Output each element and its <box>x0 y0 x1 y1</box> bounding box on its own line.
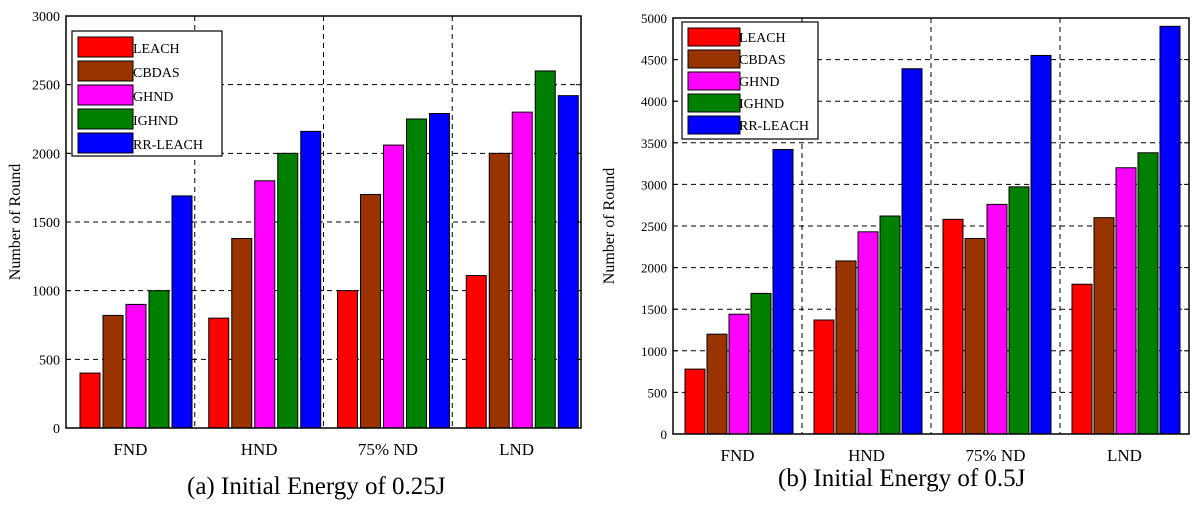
bar-leach <box>942 218 964 435</box>
bar-ighnd <box>406 118 427 429</box>
legend-swatch-leach <box>687 27 741 47</box>
legend-swatch-ighnd <box>687 93 741 113</box>
y-tick-label: 3000 <box>32 10 60 25</box>
x-tick-label: 75% ND <box>966 446 1026 465</box>
bar-ighnd <box>148 290 170 429</box>
caption-a: (a) Initial Energy of 0.25J <box>187 473 446 500</box>
x-tick-label: FND <box>720 446 754 465</box>
bar-leach <box>465 275 487 429</box>
legend-label-leach: LEACH <box>739 31 786 46</box>
legend-swatch-ighnd <box>77 108 134 130</box>
legend-swatch-rr-leach <box>687 115 741 135</box>
y-tick-label: 5000 <box>641 11 667 26</box>
x-tick-label: LND <box>499 440 534 459</box>
bar-ighnd <box>750 292 772 435</box>
bar-cbdas <box>231 237 253 429</box>
bar-ghnd <box>857 231 879 435</box>
legend-swatch-cbdas <box>77 60 134 82</box>
y-tick-label: 500 <box>39 353 60 368</box>
legend-label-leach: LEACH <box>133 42 180 57</box>
legend-label-rr-leach: RR-LEACH <box>739 119 809 134</box>
bar-cbdas <box>835 260 857 435</box>
bar-cbdas <box>102 314 124 429</box>
bar-ighnd <box>1008 186 1030 435</box>
y-tick-label: 4500 <box>641 53 667 68</box>
y-tick-label: 500 <box>648 385 668 400</box>
bar-rr-leach <box>171 195 193 429</box>
x-tick-label: FND <box>113 440 147 459</box>
legend-label-ghnd: GHND <box>739 75 779 90</box>
bar-ghnd <box>1115 167 1137 435</box>
bar-rr-leach <box>901 68 923 435</box>
legend-swatch-rr-leach <box>77 132 134 154</box>
y-tick-label: 1000 <box>641 344 667 359</box>
y-tick-label: 3000 <box>641 177 667 192</box>
y-tick-label: 1500 <box>32 216 60 231</box>
y-tick-label: 2000 <box>32 147 60 162</box>
x-tick-label: LND <box>1107 446 1142 465</box>
y-axis-label: Number of Round <box>7 164 24 280</box>
legend-swatch-leach <box>77 36 134 58</box>
bar-rr-leach <box>772 148 794 435</box>
x-tick-label: 75% ND <box>358 440 418 459</box>
legend-label-cbdas: CBDAS <box>739 53 786 68</box>
y-tick-label: 1500 <box>641 302 667 317</box>
legend-swatch-cbdas <box>687 49 741 69</box>
x-tick-label: HND <box>848 446 885 465</box>
y-tick-label: 2500 <box>641 219 667 234</box>
legend-swatch-ghnd <box>77 84 134 106</box>
bar-rr-leach <box>1030 54 1052 435</box>
bar-leach <box>1071 283 1093 435</box>
bar-rr-leach <box>300 130 322 429</box>
legend-label-rr-leach: RR-LEACH <box>133 138 203 153</box>
bar-rr-leach <box>1159 25 1181 435</box>
legend-label-ghnd: GHND <box>133 90 173 105</box>
bar-cbdas <box>488 152 510 429</box>
bar-ighnd <box>879 215 901 435</box>
chart-b: 0 500 1000 1500 2000 2500 3000 3500 4000 4500 5000… <box>601 11 1190 465</box>
bar-ighnd <box>1137 152 1159 435</box>
legend-label-ighnd: IGHND <box>133 114 178 129</box>
bar-leach <box>684 368 706 435</box>
x-tick-label: HND <box>241 440 278 459</box>
legend-label-ighnd: IGHND <box>739 97 784 112</box>
bar-leach <box>208 317 230 429</box>
bar-leach <box>79 372 101 429</box>
bar-leach <box>813 319 835 435</box>
bar-cbdas <box>1093 217 1115 435</box>
bar-ghnd <box>254 180 276 429</box>
legend: LEACH CBDAS GHND IGHND RR-LEACH <box>71 30 223 157</box>
y-tick-label: 2500 <box>32 79 60 94</box>
bar-ighnd <box>277 152 299 429</box>
legend-swatch-ghnd <box>687 71 741 91</box>
bar-leach <box>337 290 358 429</box>
y-axis-label: Number of Round <box>601 168 618 284</box>
legend-label-cbdas: CBDAS <box>133 66 180 81</box>
bar-cbdas <box>964 237 986 435</box>
bar-ighnd <box>534 70 556 429</box>
y-tick-label: 3500 <box>641 136 667 151</box>
chart-a: 0 500 1000 1500 2000 2500 3000 FND HND 75% ND LND N… <box>7 10 582 459</box>
y-tick-label: 0 <box>661 427 668 442</box>
bar-rr-leach <box>429 113 450 429</box>
y-tick-label: 4000 <box>641 94 667 109</box>
bar-cbdas <box>360 194 381 429</box>
bar-ghnd <box>511 111 533 429</box>
bar-cbdas <box>706 333 728 435</box>
bar-ghnd <box>728 313 750 435</box>
bar-ghnd <box>383 144 404 429</box>
y-tick-label: 0 <box>53 422 60 437</box>
y-tick-label: 2000 <box>641 261 667 276</box>
bar-ghnd <box>986 203 1008 435</box>
bar-rr-leach <box>557 95 579 429</box>
bar-ghnd <box>125 303 147 429</box>
legend: LEACH CBDAS GHND IGHND RR-LEACH <box>681 21 819 140</box>
y-tick-label: 1000 <box>32 285 60 300</box>
caption-b: (b) Initial Energy of 0.5J <box>778 465 1026 492</box>
